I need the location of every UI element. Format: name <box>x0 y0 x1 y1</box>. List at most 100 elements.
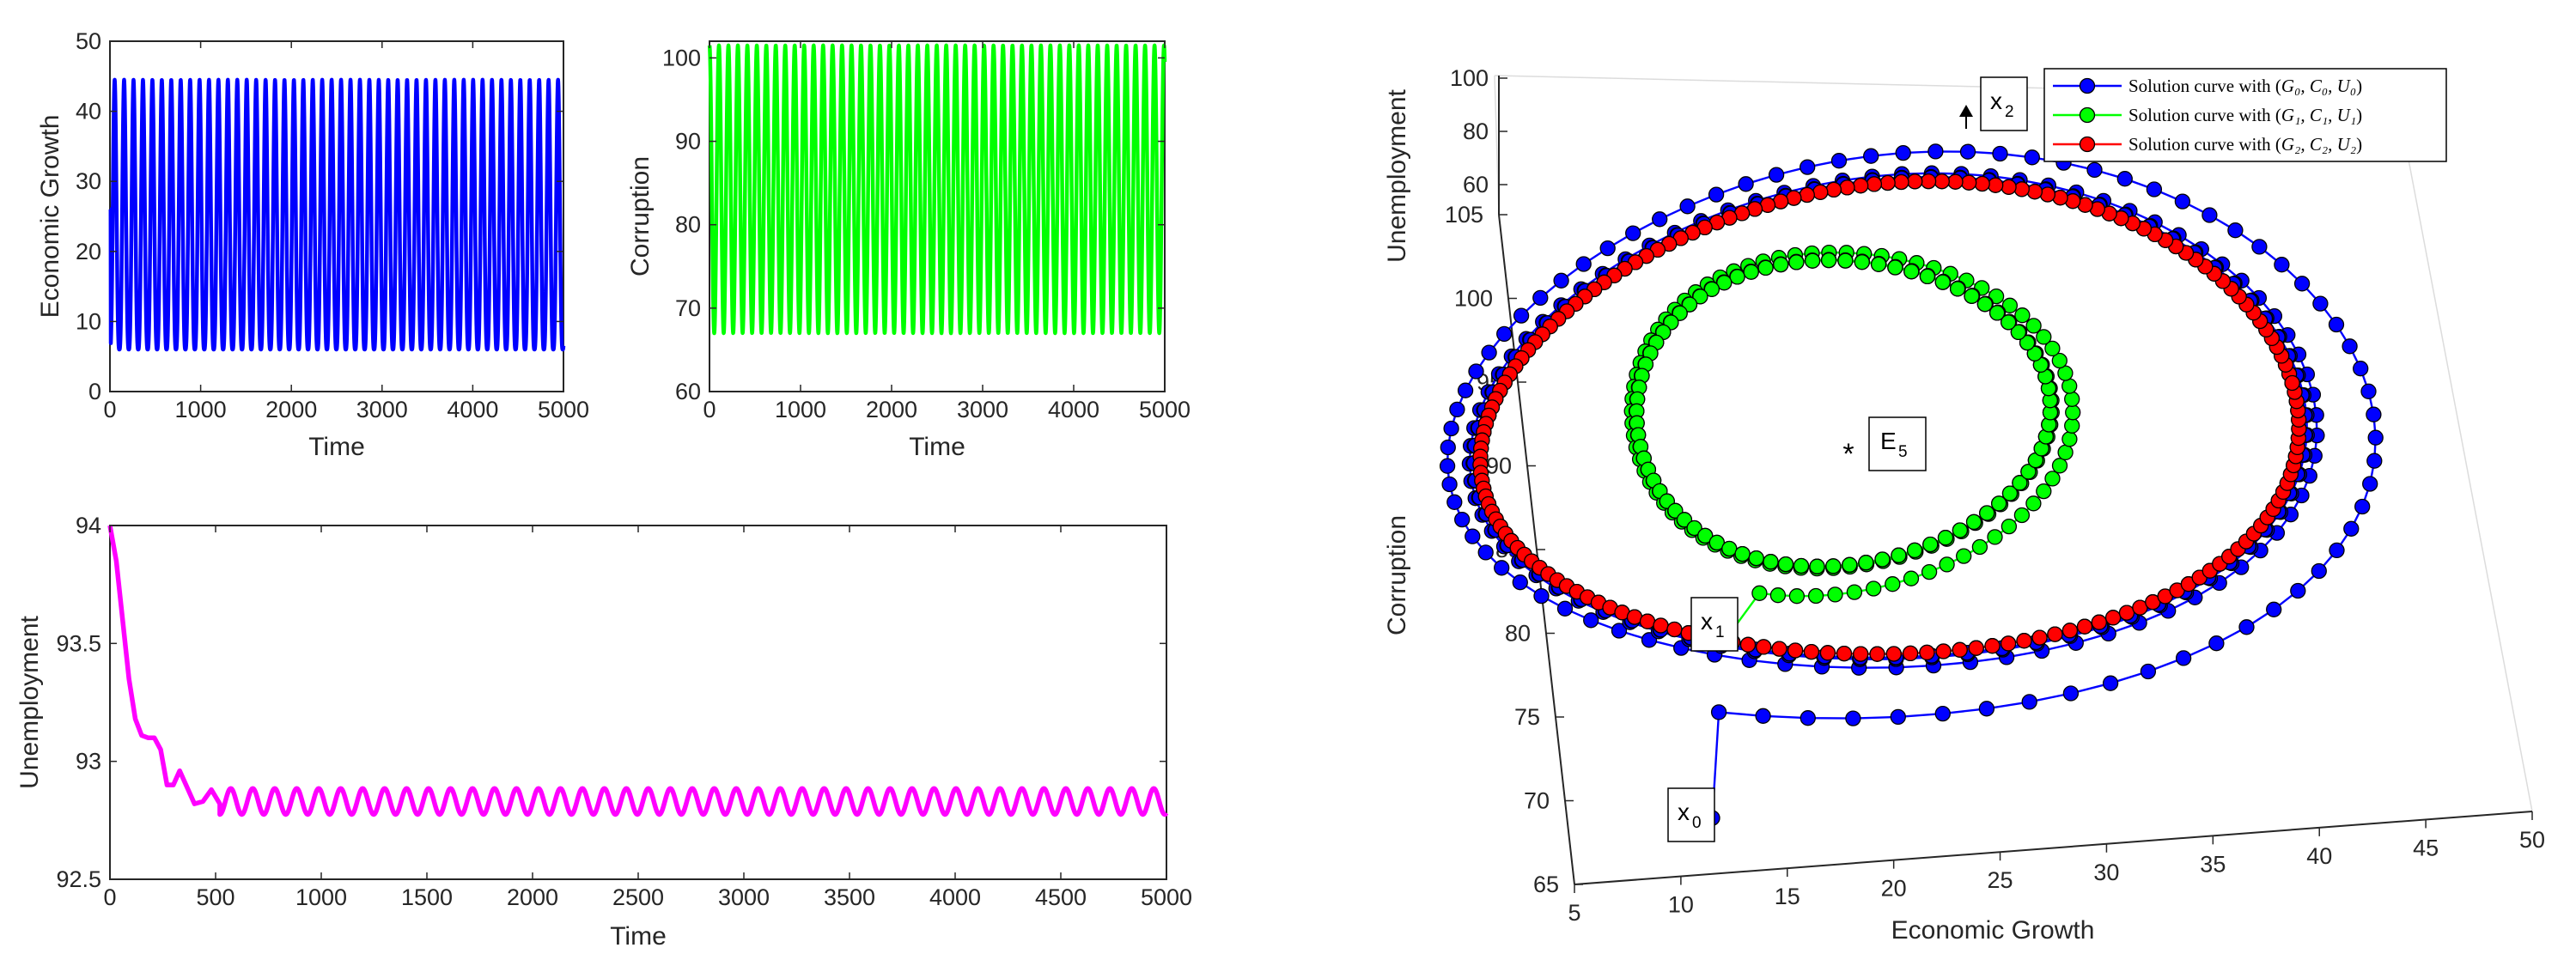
red-curve-point <box>1902 645 1919 662</box>
green-curve-point <box>1987 529 2003 545</box>
blue-curve-point <box>1449 401 1465 418</box>
blue-curve-point <box>2353 361 2369 377</box>
green-curve-point <box>1939 556 1955 573</box>
green-curve-point <box>2044 340 2061 357</box>
unemployment-xtick-label: 0 <box>103 884 116 910</box>
growth-ytick-label: 30 <box>76 168 101 194</box>
blue-curve-point <box>2251 239 2268 255</box>
green-curve-point <box>1703 281 1720 297</box>
green-curve-point <box>1934 274 1951 290</box>
unemployment-xlabel: Time <box>610 922 667 951</box>
blue-curve-point <box>1768 167 1785 183</box>
blue-curve-point <box>1755 708 1771 724</box>
green-curve-point <box>2001 485 2019 501</box>
green-curve-point <box>1809 558 1825 574</box>
blue-curve-point <box>1708 186 1725 203</box>
unemployment-xtick-label: 2000 <box>507 884 558 910</box>
blue-curve-point <box>2146 181 2163 197</box>
corruption-line <box>707 43 1167 336</box>
blue-curve-point <box>2311 562 2327 580</box>
svg-text:E: E <box>1880 428 1897 454</box>
unemployment-yticks: 92.5 93 93.5 94 <box>56 513 1166 892</box>
unemployment-ytick-label: 94 <box>76 513 101 538</box>
blue-curve-point <box>1895 144 1911 161</box>
green-curve-point <box>1757 259 1774 276</box>
blue-curve-point <box>2021 694 2037 710</box>
red-curve-point <box>2016 633 2032 649</box>
svg-text:Solution curve with (G₀, C₀, U: Solution curve with (G₀, C₀, U₀) <box>2128 76 2362 96</box>
green-curve-point <box>1906 542 1923 559</box>
blue-curve-point <box>2342 338 2358 355</box>
phase-xtick-label: 5 <box>1568 900 1580 926</box>
blue-curve-point <box>1830 153 1848 169</box>
unemployment-ylabel: Unemployment <box>15 615 44 788</box>
red-curve-point <box>1947 173 1964 190</box>
growth-ytick-label: 40 <box>76 99 101 125</box>
red-curve-point <box>1935 643 1952 659</box>
green-curve-point <box>2057 444 2074 461</box>
red-curve-point <box>1787 642 1804 659</box>
blue-curve-point <box>1800 710 1816 726</box>
green-curve-point <box>1763 554 1779 570</box>
unemployment-xtick-label: 3000 <box>718 884 770 910</box>
corruption-xtick-label: 1000 <box>775 397 826 422</box>
corruption-ytick-label: 70 <box>675 295 701 321</box>
phase-xtick-label: 45 <box>2413 835 2439 860</box>
green-curve-point <box>2025 495 2042 512</box>
green-curve-point <box>1903 570 1920 586</box>
red-curve-point <box>2031 629 2048 646</box>
green-curve-point <box>2020 464 2037 480</box>
blue-curve-point <box>2266 601 2282 617</box>
green-curve-point <box>1887 259 1903 276</box>
phase-xtick-label: 25 <box>1988 867 2013 893</box>
green-curve-point <box>1788 254 1805 270</box>
equilibrium-marker: * <box>1842 438 1854 471</box>
green-curve-point <box>1870 256 1887 272</box>
blue-curve-point <box>2362 476 2378 492</box>
phase-ztick-label: 80 <box>1463 118 1489 144</box>
annotation-x0: x 0 <box>1667 787 1715 842</box>
corruption-xlabel: Time <box>909 433 965 461</box>
corruption-xtick-label: 0 <box>703 397 716 422</box>
growth-line <box>107 77 566 352</box>
unemployment-series <box>107 525 1169 817</box>
svg-text:5: 5 <box>1898 443 1908 461</box>
green-curve-point <box>1866 580 1882 597</box>
red-curve-point <box>1772 193 1789 210</box>
blue-curve-point <box>2238 619 2255 635</box>
svg-text:x: x <box>1701 608 1713 635</box>
green-curve-point <box>1716 275 1733 291</box>
corruption-ytick-label: 60 <box>675 379 701 404</box>
green-curve-point <box>2001 518 2018 535</box>
blue-curve-point <box>1652 211 1668 228</box>
green-curve-point <box>1858 555 1874 571</box>
green-curve-point <box>1676 512 1693 528</box>
blue-curve-point <box>1494 560 1510 576</box>
green-curve-point <box>1820 252 1837 269</box>
green-curve-point <box>1827 586 1843 603</box>
red-curve-point <box>1639 613 1656 629</box>
blue-curve-point <box>2274 257 2290 273</box>
corruption-ytick-label: 100 <box>662 45 701 70</box>
blue-curve-point <box>1468 363 1484 380</box>
green-curve-point <box>1837 252 1854 269</box>
svg-text:x: x <box>1678 799 1690 825</box>
growth-panel: 0 1000 2000 3000 4000 5000 0 10 20 30 40 50 Time E… <box>36 28 589 461</box>
green-curve-point <box>1769 587 1787 604</box>
green-curve-point <box>1952 522 1969 538</box>
blue-curve-point <box>1439 458 1456 474</box>
blue-curve-point <box>2293 276 2311 292</box>
blue-curve-point <box>1513 307 1530 324</box>
unemployment-ytick-label: 93 <box>76 749 101 775</box>
growth-xtick-label: 3000 <box>356 397 408 422</box>
blue-curve-point <box>1583 612 1599 629</box>
unemployment-xticks: 0 500 1000 1500 2000 2500 3000 3500 4000 4500 5000 <box>103 526 1192 910</box>
blue-curve-point <box>1845 710 1861 726</box>
unemployment-axes-box <box>109 525 1167 880</box>
red-curve-point <box>1907 173 1923 190</box>
green-curve-point <box>2026 345 2043 362</box>
legend-entry-0: Solution curve with (G₀, C₀, U₀) <box>2053 76 2362 96</box>
blue-curve-point <box>1532 289 1549 307</box>
blue-curve-point <box>2366 406 2382 422</box>
unemployment-xtick-label: 1500 <box>401 884 453 910</box>
